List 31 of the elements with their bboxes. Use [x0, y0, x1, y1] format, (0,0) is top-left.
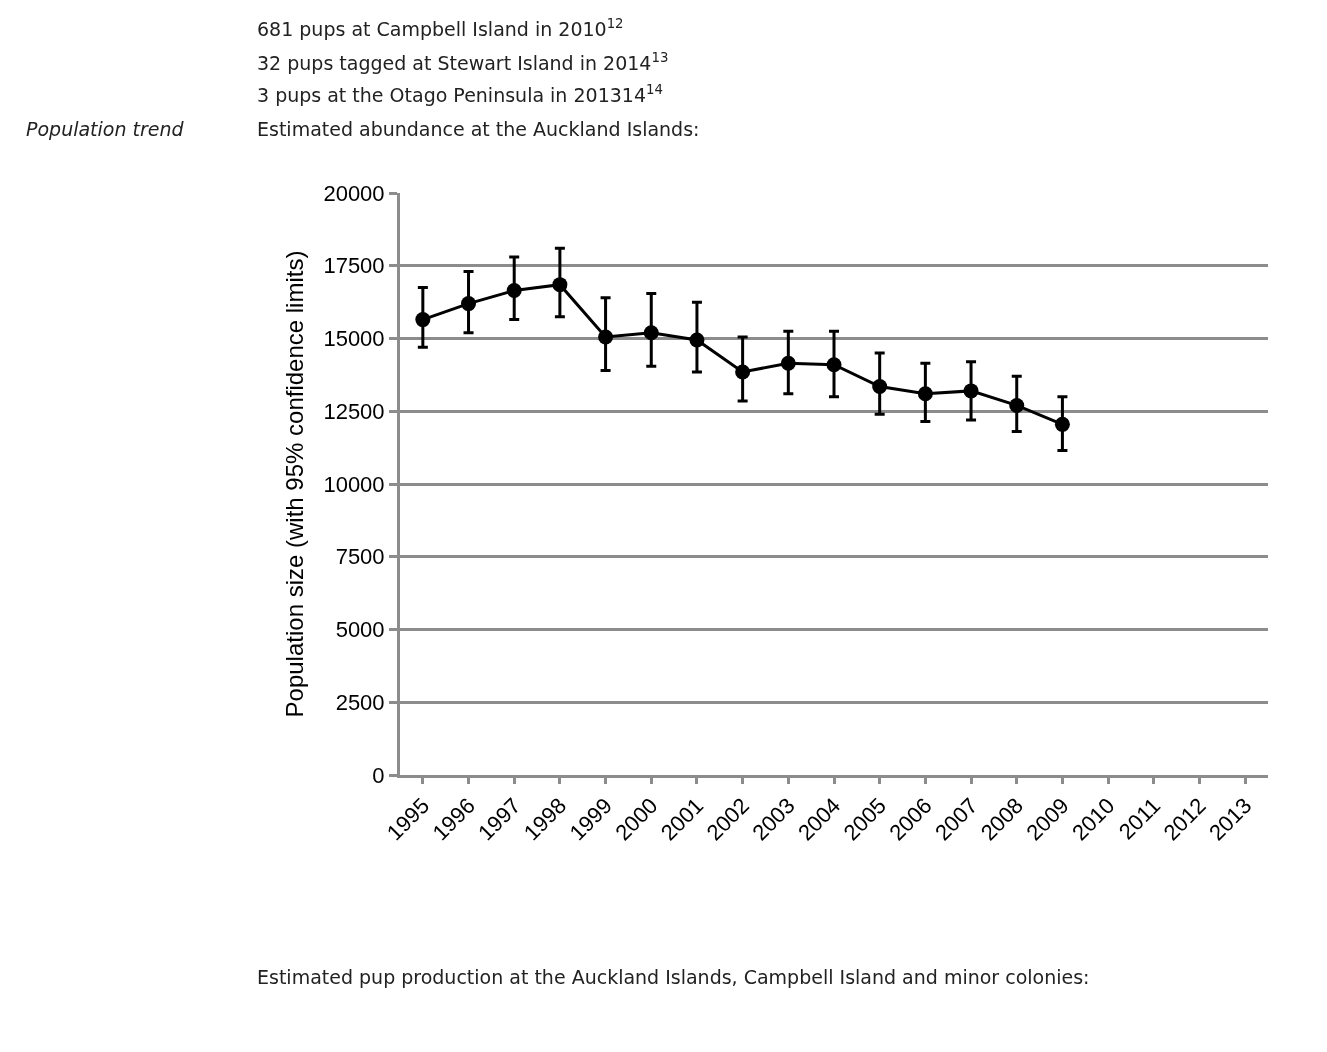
- y-tick-label: 2500: [335, 689, 385, 715]
- point: [598, 329, 614, 345]
- y-tick-label: 12500: [323, 398, 385, 424]
- text: Estimated pup production at the Auckland Islands, Campbell Island and minor colonies:: [257, 966, 1090, 988]
- point: [506, 282, 522, 298]
- y-tick-label: 0: [372, 762, 385, 788]
- y-tick-label: 7500: [335, 544, 385, 570]
- point: [461, 296, 477, 312]
- point: [826, 357, 842, 373]
- y-axis-title: Population size (with 95% confidence limits): [280, 250, 308, 718]
- point: [780, 355, 796, 371]
- point: [552, 277, 568, 293]
- point: [643, 325, 659, 341]
- point: [917, 386, 933, 402]
- text: 681 pups at Campbell Island in 2010$^{12}$: [257, 16, 624, 40]
- point: [689, 332, 705, 348]
- point: [963, 383, 979, 399]
- text: 3 pups at the Otago Peninsula in 201314$^{14}$: [257, 82, 663, 106]
- y-tick-label: 15000: [323, 326, 385, 352]
- y-tick-label: 10000: [323, 471, 385, 497]
- point: [1054, 416, 1070, 432]
- chart-title: Estimated abundance at the Auckland Islands:: [257, 118, 700, 140]
- point: [735, 364, 751, 380]
- point: [1009, 397, 1025, 413]
- y-tick-label: 20000: [323, 180, 385, 206]
- y-tick-label: 17500: [323, 253, 385, 279]
- y-tick-label: 5000: [335, 617, 385, 643]
- point: [872, 379, 888, 395]
- text: 32 pups tagged at Stewart Island in 2014$^{13}$: [257, 50, 669, 74]
- text: Population trend: [26, 118, 185, 140]
- point: [415, 312, 431, 328]
